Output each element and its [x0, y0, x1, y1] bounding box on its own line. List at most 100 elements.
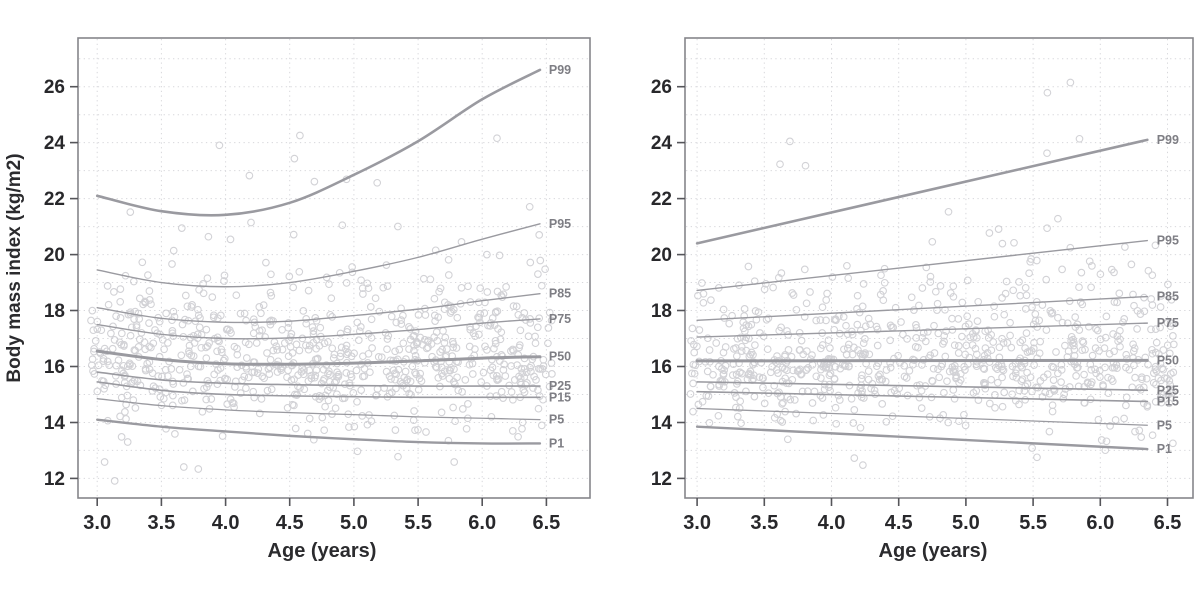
- scatter-point: [689, 379, 697, 388]
- scatter-point: [943, 377, 951, 386]
- scatter-point: [1050, 387, 1059, 395]
- x-tick-label: 6.0: [1086, 512, 1114, 534]
- scatter-point: [1165, 376, 1174, 385]
- scatter-point: [516, 326, 525, 335]
- scatter-point: [1096, 335, 1105, 344]
- scatter-point: [298, 334, 307, 343]
- scatter-point: [1130, 301, 1138, 310]
- scatter-point: [856, 423, 865, 432]
- scatter-point: [1075, 134, 1084, 143]
- scatter-point: [440, 305, 449, 314]
- scatter-point: [440, 338, 449, 347]
- scatter-point: [1091, 365, 1099, 374]
- scatter-point: [1147, 325, 1155, 334]
- scatter-point: [167, 365, 176, 373]
- scatter-point: [1006, 318, 1014, 327]
- scatter-point: [417, 377, 426, 385]
- scatter-point: [432, 363, 441, 372]
- scatter-point: [368, 344, 376, 352]
- scatter-point: [416, 333, 425, 342]
- percentile-curve-P25: [696, 381, 1149, 392]
- scatter-point: [483, 250, 491, 259]
- scatter-point: [912, 334, 921, 342]
- scatter-point: [1122, 401, 1130, 410]
- scatter-point: [350, 422, 359, 431]
- scatter-point: [1127, 260, 1136, 269]
- scatter-point: [512, 302, 521, 311]
- scatter-point: [800, 265, 809, 274]
- scatter-point: [318, 413, 327, 422]
- scatter-point: [208, 293, 217, 301]
- scatter-point: [941, 352, 950, 361]
- scatter-point: [766, 368, 775, 377]
- x-tick-label: 3.5: [750, 512, 778, 534]
- scatter-point: [397, 320, 406, 328]
- scatter-point: [524, 332, 533, 341]
- scatter-point: [411, 351, 420, 360]
- scatter-point: [778, 400, 786, 408]
- scatter-points: [686, 78, 1178, 469]
- scatter-point: [1151, 348, 1160, 357]
- scatter-point: [359, 352, 367, 361]
- scatter-point: [379, 283, 388, 292]
- scatter-point: [1163, 319, 1172, 327]
- scatter-point: [1159, 346, 1168, 354]
- scatter-point: [105, 361, 114, 370]
- scatter-point: [961, 350, 970, 359]
- scatter-point: [502, 283, 510, 291]
- scatter-point: [808, 351, 816, 359]
- scatter-point: [742, 387, 750, 396]
- scatter-point: [475, 330, 483, 339]
- percentile-curve-P1: [695, 425, 1149, 451]
- scatter-point: [499, 394, 507, 402]
- axis-ticks: [70, 85, 548, 506]
- scatter-point: [403, 375, 412, 384]
- scatter-point: [420, 335, 429, 344]
- scatter-point: [1080, 370, 1088, 379]
- scatter-point: [377, 353, 386, 362]
- scatter-point: [1140, 293, 1148, 302]
- scatter-point: [342, 345, 350, 353]
- scatter-point: [178, 396, 186, 405]
- scatter-point: [387, 312, 396, 321]
- scatter-point: [822, 296, 831, 304]
- scatter-point: [1042, 275, 1051, 284]
- scatter-point: [905, 366, 914, 375]
- scatter-point: [391, 375, 399, 384]
- x-tick-label: 4.5: [276, 512, 304, 534]
- scatter-point: [776, 160, 784, 169]
- scatter-point: [994, 225, 1003, 233]
- scatter-point: [349, 389, 358, 397]
- scatter-point: [186, 362, 195, 371]
- scatter-point: [363, 279, 372, 288]
- scatter-point: [112, 312, 120, 320]
- scatter-point: [410, 407, 418, 415]
- scatter-point: [507, 362, 516, 370]
- scatter-point: [878, 400, 887, 408]
- scatter-point: [126, 208, 135, 216]
- percentile-curve-P50: [95, 349, 542, 366]
- scatter-point: [973, 317, 982, 325]
- scatter-point: [1159, 365, 1168, 374]
- scatter-point: [263, 349, 271, 357]
- scatter-point: [302, 315, 311, 323]
- scatter-point: [1147, 295, 1156, 303]
- scatter-point: [940, 388, 948, 397]
- percentile-curve-P85: [96, 293, 541, 324]
- scatter-point: [367, 315, 376, 324]
- scatter-point: [935, 373, 944, 382]
- scatter-point: [399, 311, 407, 320]
- scatter-point: [464, 282, 472, 291]
- scatter-point: [251, 322, 260, 331]
- scatter-point: [360, 364, 369, 373]
- scatter-point: [1047, 309, 1056, 318]
- scatter-point: [363, 420, 372, 429]
- scatter-point: [698, 279, 706, 287]
- scatter-point: [703, 367, 712, 376]
- scatter-point: [848, 350, 857, 359]
- scatter-point: [949, 386, 958, 394]
- scatter-point: [202, 343, 210, 352]
- y-tick-label: 12: [44, 469, 65, 490]
- scatter-point: [87, 316, 95, 325]
- scatter-point: [509, 302, 518, 310]
